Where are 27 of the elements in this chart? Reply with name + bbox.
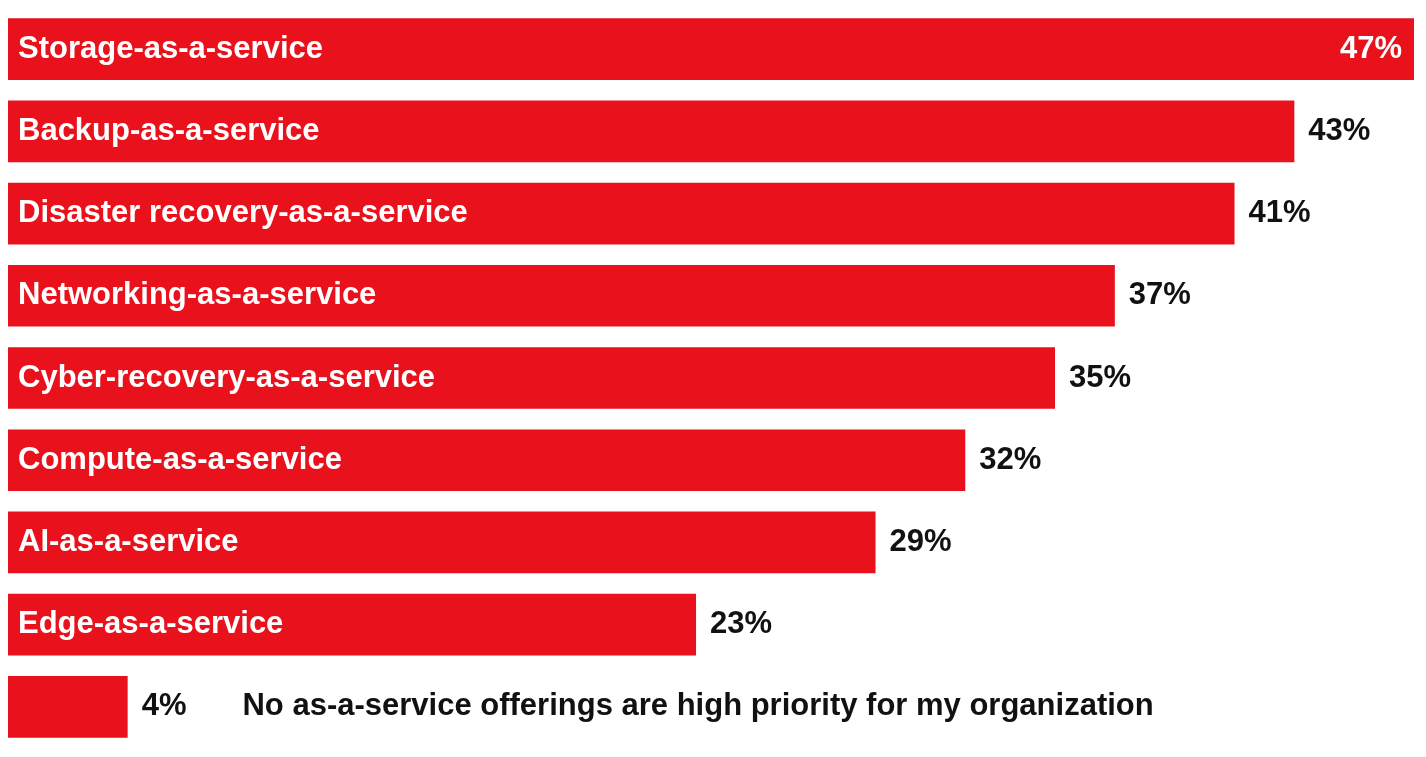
bar: [8, 182, 1235, 245]
data-label: 41%: [1248, 194, 1311, 230]
data-label: 23%: [710, 605, 773, 641]
y-tick-label: Edge-as-a-service: [18, 605, 284, 641]
data-label: 35%: [1069, 358, 1132, 394]
y-tick-label: No as-a-service offerings are high priority for my organization: [242, 687, 1154, 723]
y-tick-label: AI-as-a-service: [18, 522, 239, 558]
y-tick-label: Compute-as-a-service: [18, 440, 342, 476]
bar: [8, 347, 1056, 409]
y-tick-label: Storage-as-a-service: [18, 29, 323, 65]
data-label: 32%: [979, 440, 1042, 476]
bar: [8, 18, 1414, 80]
bar: [8, 511, 876, 574]
data-label: 47%: [1339, 29, 1402, 65]
bar: [8, 429, 966, 492]
data-label: 43%: [1308, 111, 1371, 147]
bar: [8, 264, 1115, 327]
y-tick-label: Backup-as-a-service: [18, 111, 320, 147]
y-tick-label: Disaster recovery-as-a-service: [18, 194, 468, 230]
data-label: 4%: [141, 687, 187, 723]
bar: [8, 676, 128, 738]
bar: [8, 100, 1295, 163]
y-tick-label: Cyber-recovery-as-a-service: [18, 358, 436, 394]
y-tick-label: Networking-as-a-service: [18, 276, 377, 312]
data-label: 37%: [1128, 276, 1191, 312]
bar: [8, 593, 697, 656]
data-label: 29%: [889, 522, 952, 558]
